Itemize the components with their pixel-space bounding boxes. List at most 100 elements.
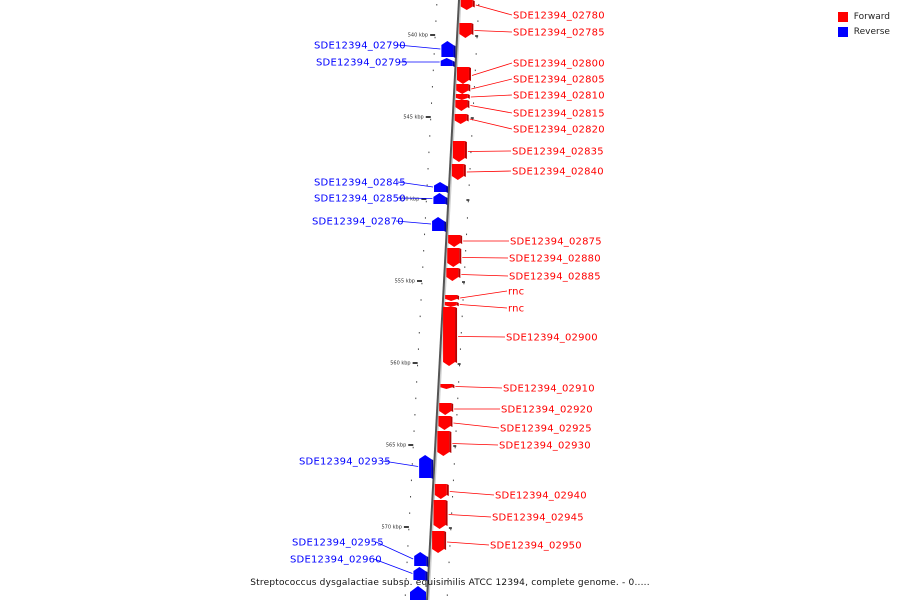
gene-body <box>451 164 464 180</box>
leader-line <box>474 30 513 33</box>
gene-label: SDE12394_02805 <box>513 75 605 86</box>
gene-feature <box>433 193 448 205</box>
gene-shade <box>452 60 455 67</box>
gene-body <box>440 384 453 389</box>
gene-shade <box>471 23 474 35</box>
gene-body <box>437 431 450 456</box>
leader-line <box>453 422 500 429</box>
leader-line <box>467 150 512 152</box>
leader-line <box>452 443 499 446</box>
gene-shade <box>456 302 459 307</box>
leader-line <box>447 541 490 546</box>
gene-body <box>439 403 452 415</box>
gene-body-partial <box>410 586 426 600</box>
gene-label: SDE12394_02850 <box>314 194 406 205</box>
reverse-swatch <box>837 26 848 37</box>
gene-shade <box>431 459 434 479</box>
gene-body <box>456 84 469 94</box>
gene-feature <box>440 384 455 389</box>
gene-body <box>443 307 456 366</box>
gene-shade <box>458 268 461 278</box>
forward-swatch <box>837 11 848 22</box>
gene-shade <box>463 164 466 177</box>
gene-shade <box>459 248 462 264</box>
gene-shade <box>445 196 448 205</box>
gene-label: SDE12394_02845 <box>314 178 406 189</box>
tick-label: 570 kbp <box>382 525 402 531</box>
gene-label: rnc <box>508 304 524 315</box>
leader-line <box>375 541 414 560</box>
gene-feature <box>455 94 470 100</box>
gene-body <box>433 193 446 204</box>
tick-label: 545 kbp <box>403 115 423 121</box>
gene-label: SDE12394_02960 <box>290 555 382 566</box>
gene-feature <box>443 307 458 366</box>
gene-feature <box>446 268 461 281</box>
gene-body <box>454 114 467 124</box>
leader-line <box>462 257 509 259</box>
gene-body <box>448 235 461 247</box>
gene-body <box>441 41 454 57</box>
gene-feature <box>460 0 475 10</box>
gene-shade <box>455 307 458 363</box>
gene-feature <box>451 164 466 180</box>
gene-shade <box>467 100 470 109</box>
gene-body <box>446 268 459 281</box>
gene-feature <box>419 455 434 479</box>
gene-body <box>445 295 458 301</box>
gene-shade <box>464 141 467 159</box>
gene-body <box>414 552 427 566</box>
gene-label: SDE12394_02935 <box>299 457 391 468</box>
leader-line <box>459 304 508 309</box>
legend-reverse-label: Reverse <box>853 26 890 37</box>
gene-body <box>455 100 468 111</box>
gene-feature <box>444 302 459 307</box>
gene-shade <box>446 484 449 496</box>
gene-shade <box>453 45 456 58</box>
gene-shade <box>426 556 429 567</box>
gene-feature <box>438 416 453 430</box>
gene-body <box>447 248 460 267</box>
gene-label: SDE12394_02880 <box>509 254 601 265</box>
gene-shade <box>445 500 448 526</box>
gene-shade <box>467 94 470 99</box>
leader-line <box>466 170 512 173</box>
gene-feature <box>454 114 469 124</box>
gene-shade <box>452 384 455 389</box>
gene-label: SDE12394_02835 <box>512 147 604 158</box>
gene-feature <box>437 431 452 456</box>
gene-body <box>440 58 453 66</box>
gene-feature <box>448 235 463 247</box>
gene-label: SDE12394_02815 <box>513 109 605 120</box>
gene-shade <box>446 185 449 193</box>
gene-shade <box>449 431 452 453</box>
gene-feature <box>414 552 429 567</box>
gene-body <box>419 455 432 478</box>
gene-feature <box>413 567 428 581</box>
gene-features <box>410 0 475 600</box>
gene-label: SDE12394_02930 <box>499 441 591 452</box>
gene-feature <box>456 84 471 94</box>
gene-body <box>413 567 426 580</box>
leader-line <box>470 94 513 98</box>
legend-item-forward: Forward <box>837 9 890 24</box>
gene-body <box>452 141 465 162</box>
leader-line <box>397 44 441 50</box>
gene-label: SDE12394_02910 <box>503 384 595 395</box>
leader-line <box>455 386 503 389</box>
gene-feature <box>447 248 462 267</box>
leader-line <box>458 336 506 338</box>
gene-label: SDE12394_02800 <box>513 59 605 70</box>
gene-feature <box>456 67 471 84</box>
gene-body <box>460 0 473 10</box>
gene-label: SDE12394_02810 <box>513 91 605 102</box>
gene-label: SDE12394_02920 <box>501 405 593 416</box>
genome-caption: Streptococcus dysgalactiae subsp. equisi… <box>250 578 650 588</box>
leader-line <box>460 290 508 299</box>
gene-feature <box>439 403 454 415</box>
gene-body <box>438 416 451 430</box>
gene-label: SDE12394_02875 <box>510 237 602 248</box>
gene-shade <box>472 0 475 8</box>
leader-line <box>475 4 513 16</box>
gene-label: SDE12394_02900 <box>506 333 598 344</box>
